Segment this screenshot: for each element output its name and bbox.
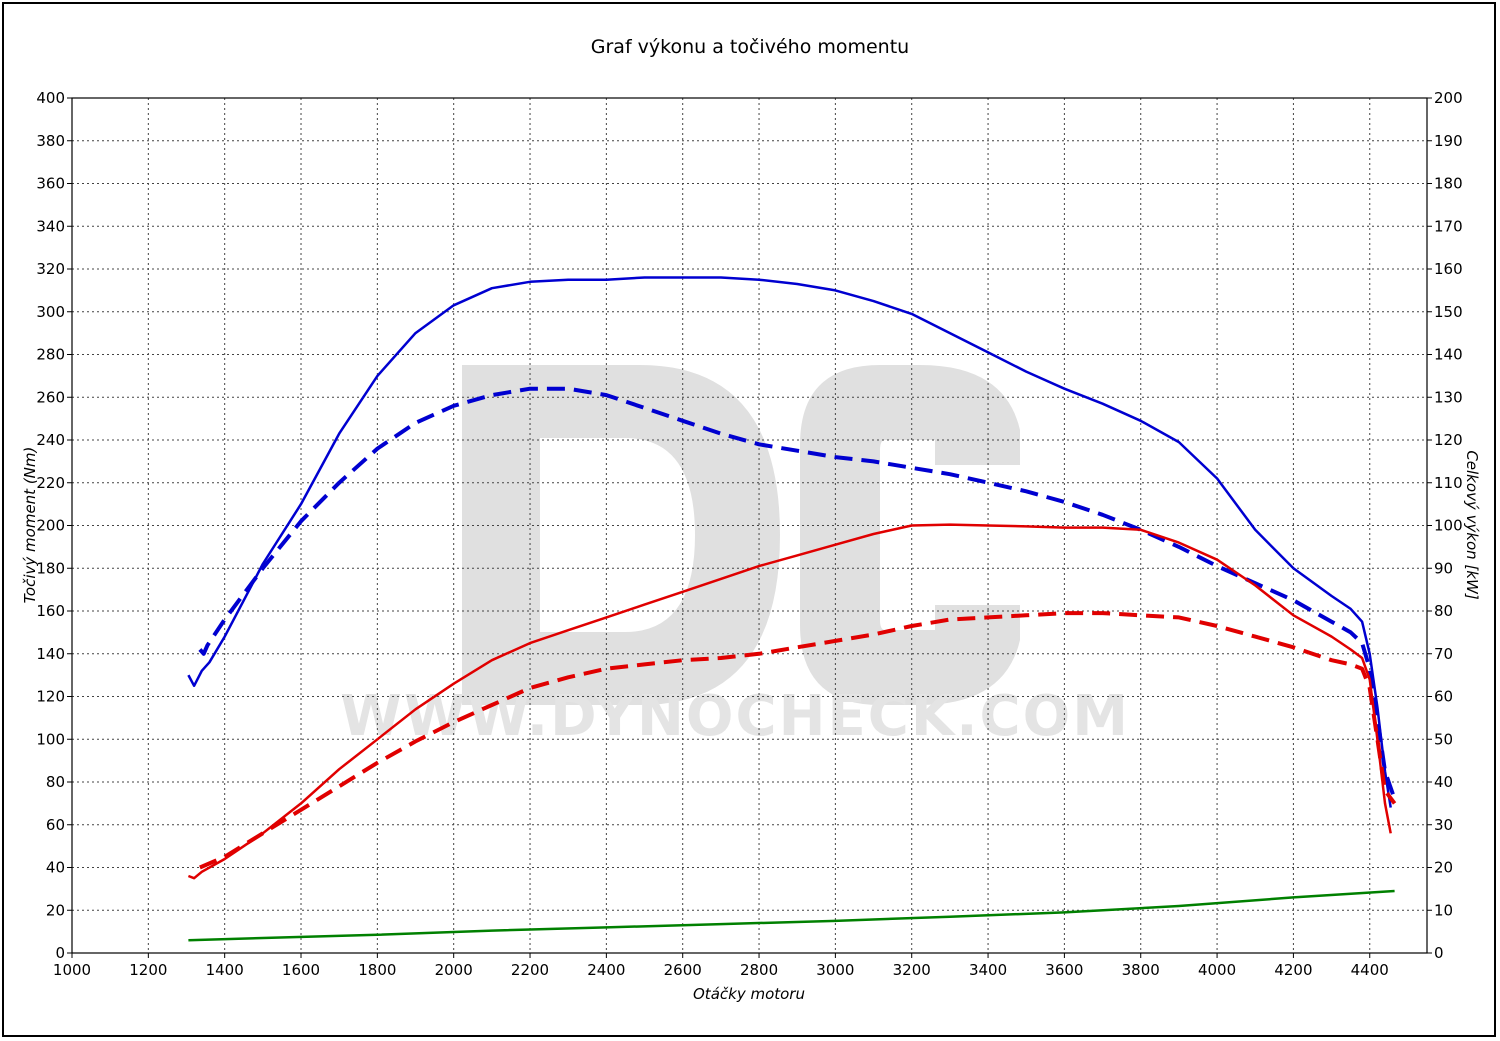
x-tick-label: 4400 [1351, 961, 1389, 979]
plot-area-border [71, 97, 1428, 954]
y-tick-label-right: 10 [1434, 901, 1453, 919]
y-tick-label-left: 0 [55, 944, 65, 962]
x-tick-label: 4200 [1274, 961, 1312, 979]
y-tick-label-left: 60 [46, 816, 65, 834]
y-tick-label-left: 160 [36, 602, 65, 620]
series-line-1 [198, 386, 1397, 800]
y-tick-label-left: 140 [36, 645, 65, 663]
y-tick-label-left: 280 [36, 346, 65, 364]
y-tick-label-left: 260 [36, 388, 65, 406]
y-axis-label-left: Točivý moment (Nm) [21, 447, 39, 604]
watermark-letter-d [462, 365, 780, 705]
chart-title: Graf výkonu a točivého momentu [591, 36, 909, 58]
y-tick-label-left: 380 [36, 132, 65, 150]
y-tick-label-right: 120 [1434, 431, 1463, 449]
x-tick-label: 3800 [1122, 961, 1160, 979]
y-tick-label-right: 40 [1434, 773, 1453, 791]
y-tick-label-right: 0 [1434, 944, 1444, 962]
x-tick-label: 2400 [587, 961, 625, 979]
y-tick-label-right: 20 [1434, 859, 1453, 877]
y-tick-label-left: 400 [36, 89, 65, 107]
y-tick-label-left: 240 [36, 431, 65, 449]
x-tick-label: 2600 [664, 961, 702, 979]
x-tick-label: 3200 [893, 961, 931, 979]
y-tick-label-left: 100 [36, 730, 65, 748]
y-tick-label-right: 100 [1434, 517, 1463, 535]
series-line-0 [187, 276, 1392, 808]
y-tick-label-right: 150 [1434, 303, 1463, 321]
x-tick-label: 1600 [282, 961, 320, 979]
axes [67, 97, 1432, 958]
y-tick-label-left: 80 [46, 773, 65, 791]
x-tick-label: 2800 [740, 961, 778, 979]
x-tick-label: 2200 [511, 961, 549, 979]
y-tick-label-left: 300 [36, 303, 65, 321]
y-tick-label-right: 140 [1434, 346, 1463, 364]
x-tick-label: 2000 [435, 961, 473, 979]
y-tick-label-left: 40 [46, 859, 65, 877]
y-tick-label-right: 160 [1434, 260, 1463, 278]
x-tick-label: 3000 [816, 961, 854, 979]
watermark-text: WWW.DYNOCHECK.COM [340, 684, 1130, 749]
y-tick-label-left: 340 [36, 217, 65, 235]
y-tick-label-right: 130 [1434, 388, 1463, 406]
y-tick-label-left: 220 [36, 474, 65, 492]
y-tick-label-left: 120 [36, 688, 65, 706]
y-tick-label-right: 200 [1434, 89, 1463, 107]
y-tick-label-right: 80 [1434, 602, 1453, 620]
y-tick-label-right: 180 [1434, 175, 1463, 193]
y-tick-label-left: 200 [36, 517, 65, 535]
y-tick-label-right: 50 [1434, 730, 1453, 748]
y-tick-label-right: 30 [1434, 816, 1453, 834]
y-tick-label-left: 360 [36, 175, 65, 193]
x-tick-label: 3600 [1045, 961, 1083, 979]
x-tick-label: 3400 [969, 961, 1007, 979]
series-line-2 [187, 523, 1392, 880]
x-axis-label: Otáčky motoru [693, 985, 805, 1003]
y-tick-label-right: 60 [1434, 688, 1453, 706]
y-tick-label-right: 70 [1434, 645, 1453, 663]
tick-labels: 1000 1200 1400 1600 1800 2000 2200 2400 2600 2800… [36, 89, 1462, 979]
y-tick-label-left: 20 [46, 901, 65, 919]
series-line-4 [188, 889, 1395, 942]
x-tick-label: 4000 [1198, 961, 1236, 979]
y-tick-label-right: 190 [1434, 132, 1463, 150]
y-tick-label-right: 90 [1434, 559, 1453, 577]
x-tick-label: 1800 [358, 961, 396, 979]
y-tick-label-right: 170 [1434, 217, 1463, 235]
series-line-3 [199, 611, 1397, 870]
x-tick-label: 1200 [129, 961, 167, 979]
x-tick-label: 1000 [53, 961, 91, 979]
y-tick-label-left: 180 [36, 559, 65, 577]
y-axis-label-right: Celkový výkon [kW] [1463, 450, 1481, 600]
series-layer [187, 276, 1397, 942]
watermark: WWW.DYNOCHECK.COM [340, 365, 1130, 749]
y-tick-label-right: 110 [1434, 474, 1463, 492]
x-tick-label: 1400 [206, 961, 244, 979]
y-tick-label-left: 320 [36, 260, 65, 278]
